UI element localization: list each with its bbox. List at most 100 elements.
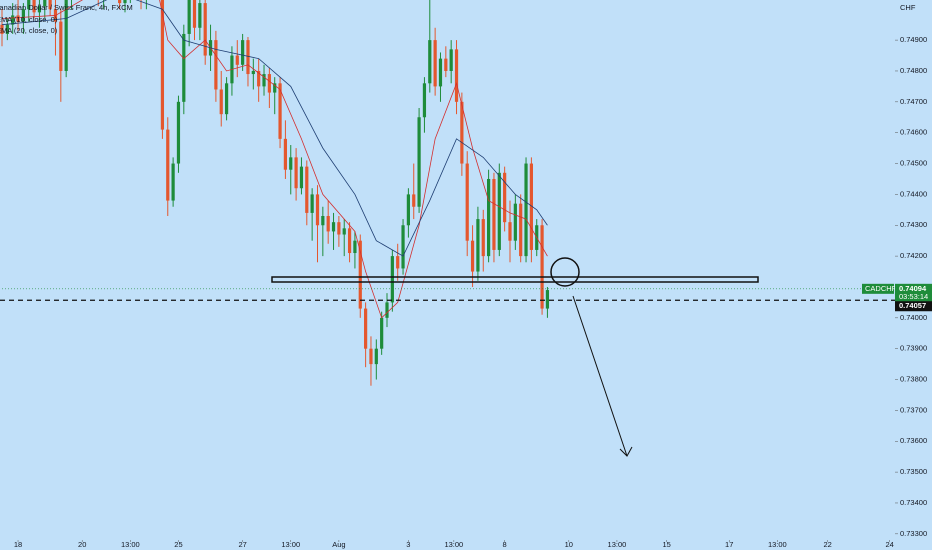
plot-area (0, 0, 550, 386)
candle-body (454, 49, 459, 102)
candle-body (251, 70, 255, 75)
candle-body (412, 194, 416, 207)
x-tick-label: 15 (662, 540, 670, 549)
circle-annotation (550, 257, 580, 287)
candle-body (224, 83, 229, 115)
candle-body (545, 290, 550, 309)
candle-body (401, 225, 405, 269)
x-tick-label: 18 (14, 540, 22, 549)
candle-body (390, 256, 394, 303)
candle-body (43, 0, 47, 7)
ema-line (1, 0, 548, 257)
candle-body (294, 157, 298, 189)
x-tick-label: 17 (725, 540, 733, 549)
candle-body (508, 222, 512, 241)
y-tick-label: 0.74200 (900, 251, 927, 260)
y-tick-label: 0.73700 (900, 405, 927, 414)
candle-body (476, 219, 480, 272)
y-tick-label: 0.73300 (900, 529, 927, 538)
y-tick-label: 0.73500 (900, 467, 927, 476)
candle-body (374, 348, 378, 365)
candle-body (497, 172, 501, 250)
candle-body (353, 240, 357, 254)
x-tick-label: 22 (823, 540, 831, 549)
support-zone (271, 276, 759, 283)
candle-body (166, 129, 170, 201)
candle-body (342, 228, 346, 235)
candle-body (37, 6, 42, 13)
candle-body (11, 15, 15, 25)
candle-body (380, 317, 384, 349)
legend-entry: EMA (20, close, 0) (0, 26, 58, 35)
x-tick-label: Aug (332, 540, 345, 549)
candle-body (470, 240, 475, 272)
x-tick-label: 20 (78, 540, 86, 549)
candle-body (192, 0, 197, 28)
candle-body (16, 15, 20, 22)
candle-body (422, 83, 427, 118)
candle-body (444, 58, 448, 71)
candle-body (5, 24, 9, 34)
y-tick-label: 0.73400 (900, 498, 927, 507)
candle-body (59, 21, 63, 71)
candle-body (273, 83, 277, 93)
x-tick-label: 10 (565, 540, 573, 549)
candle-body (487, 178, 491, 257)
candle-body (369, 348, 373, 365)
y-tick-label: 0.74300 (900, 220, 927, 229)
symbol-badge (862, 283, 894, 294)
countdown-label: 03:53:14 (899, 292, 928, 301)
candle-body (310, 194, 314, 213)
candle-body (396, 256, 400, 269)
candle-body (289, 157, 293, 170)
x-tick-label: 24 (885, 540, 893, 549)
x-tick-label: 3 (406, 540, 410, 549)
candle-body (262, 74, 266, 87)
y-tick-label: 0.73600 (900, 436, 927, 445)
candle-body (481, 219, 485, 257)
level-badge (895, 301, 932, 312)
candle-body (118, 0, 122, 4)
candle-body (246, 40, 250, 75)
chart-title: Canadian Dollar / Swiss Franc, 4h, FXCM (0, 3, 133, 12)
candle-body (160, 0, 165, 130)
candle-body (241, 40, 245, 65)
candle-body (417, 117, 421, 207)
candle-body (171, 163, 175, 201)
candle-body (27, 0, 31, 10)
candle-body (465, 163, 469, 241)
y-tick-label: 0.74800 (900, 66, 927, 75)
candle-body (299, 166, 304, 189)
candle-body (460, 101, 464, 164)
candle-body (257, 70, 261, 87)
y-tick-label: 0.74600 (900, 128, 927, 137)
candle-body (337, 222, 341, 235)
candle-body (519, 203, 523, 257)
candle-body (187, 0, 191, 34)
x-tick-label: 13:00 (121, 540, 140, 549)
candle-body (428, 40, 432, 84)
candle-body (219, 89, 223, 115)
candle-body (438, 58, 443, 87)
x-tick-label: 13:00 (608, 540, 627, 549)
candle-body (305, 166, 309, 213)
candle-body (492, 178, 496, 250)
y-tick-label: 0.74700 (900, 97, 927, 106)
candle-body (283, 138, 288, 170)
y-tick-label: 0.73800 (900, 375, 927, 384)
symbol-label: CADCHF (865, 284, 897, 293)
candle-body (385, 302, 389, 318)
candle-body (529, 163, 533, 250)
y-tick-label: 0.74000 (900, 313, 927, 322)
candle-body (540, 225, 544, 309)
candle-body (364, 308, 368, 349)
x-tick-label: 25 (174, 540, 182, 549)
candle-body (32, 0, 36, 13)
x-tick-label: 13:00 (768, 540, 787, 549)
candle-body (64, 0, 68, 71)
candle-body (182, 33, 186, 102)
candle-body (21, 9, 25, 22)
candle-body (235, 55, 239, 65)
